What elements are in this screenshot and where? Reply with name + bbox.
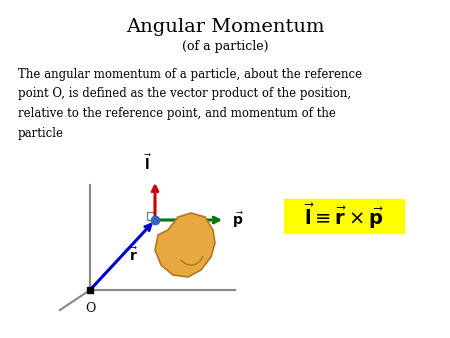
Text: $\vec{\mathbf{l}}$: $\vec{\mathbf{l}}$ (144, 153, 152, 173)
Text: The angular momentum of a particle, about the reference
point O, is defined as t: The angular momentum of a particle, abou… (18, 68, 362, 140)
Text: (of a particle): (of a particle) (182, 40, 268, 53)
Polygon shape (155, 213, 215, 277)
FancyBboxPatch shape (284, 199, 404, 233)
Text: $\vec{\mathbf{l}} \equiv \vec{\mathbf{r}} \times \vec{\mathbf{p}}$: $\vec{\mathbf{l}} \equiv \vec{\mathbf{r}… (304, 201, 384, 231)
Text: $\vec{\mathbf{p}}$: $\vec{\mathbf{p}}$ (232, 210, 243, 230)
Text: Angular Momentum: Angular Momentum (126, 18, 324, 36)
Text: $\vec{\mathbf{r}}$: $\vec{\mathbf{r}}$ (129, 246, 137, 264)
Text: O: O (85, 302, 95, 315)
